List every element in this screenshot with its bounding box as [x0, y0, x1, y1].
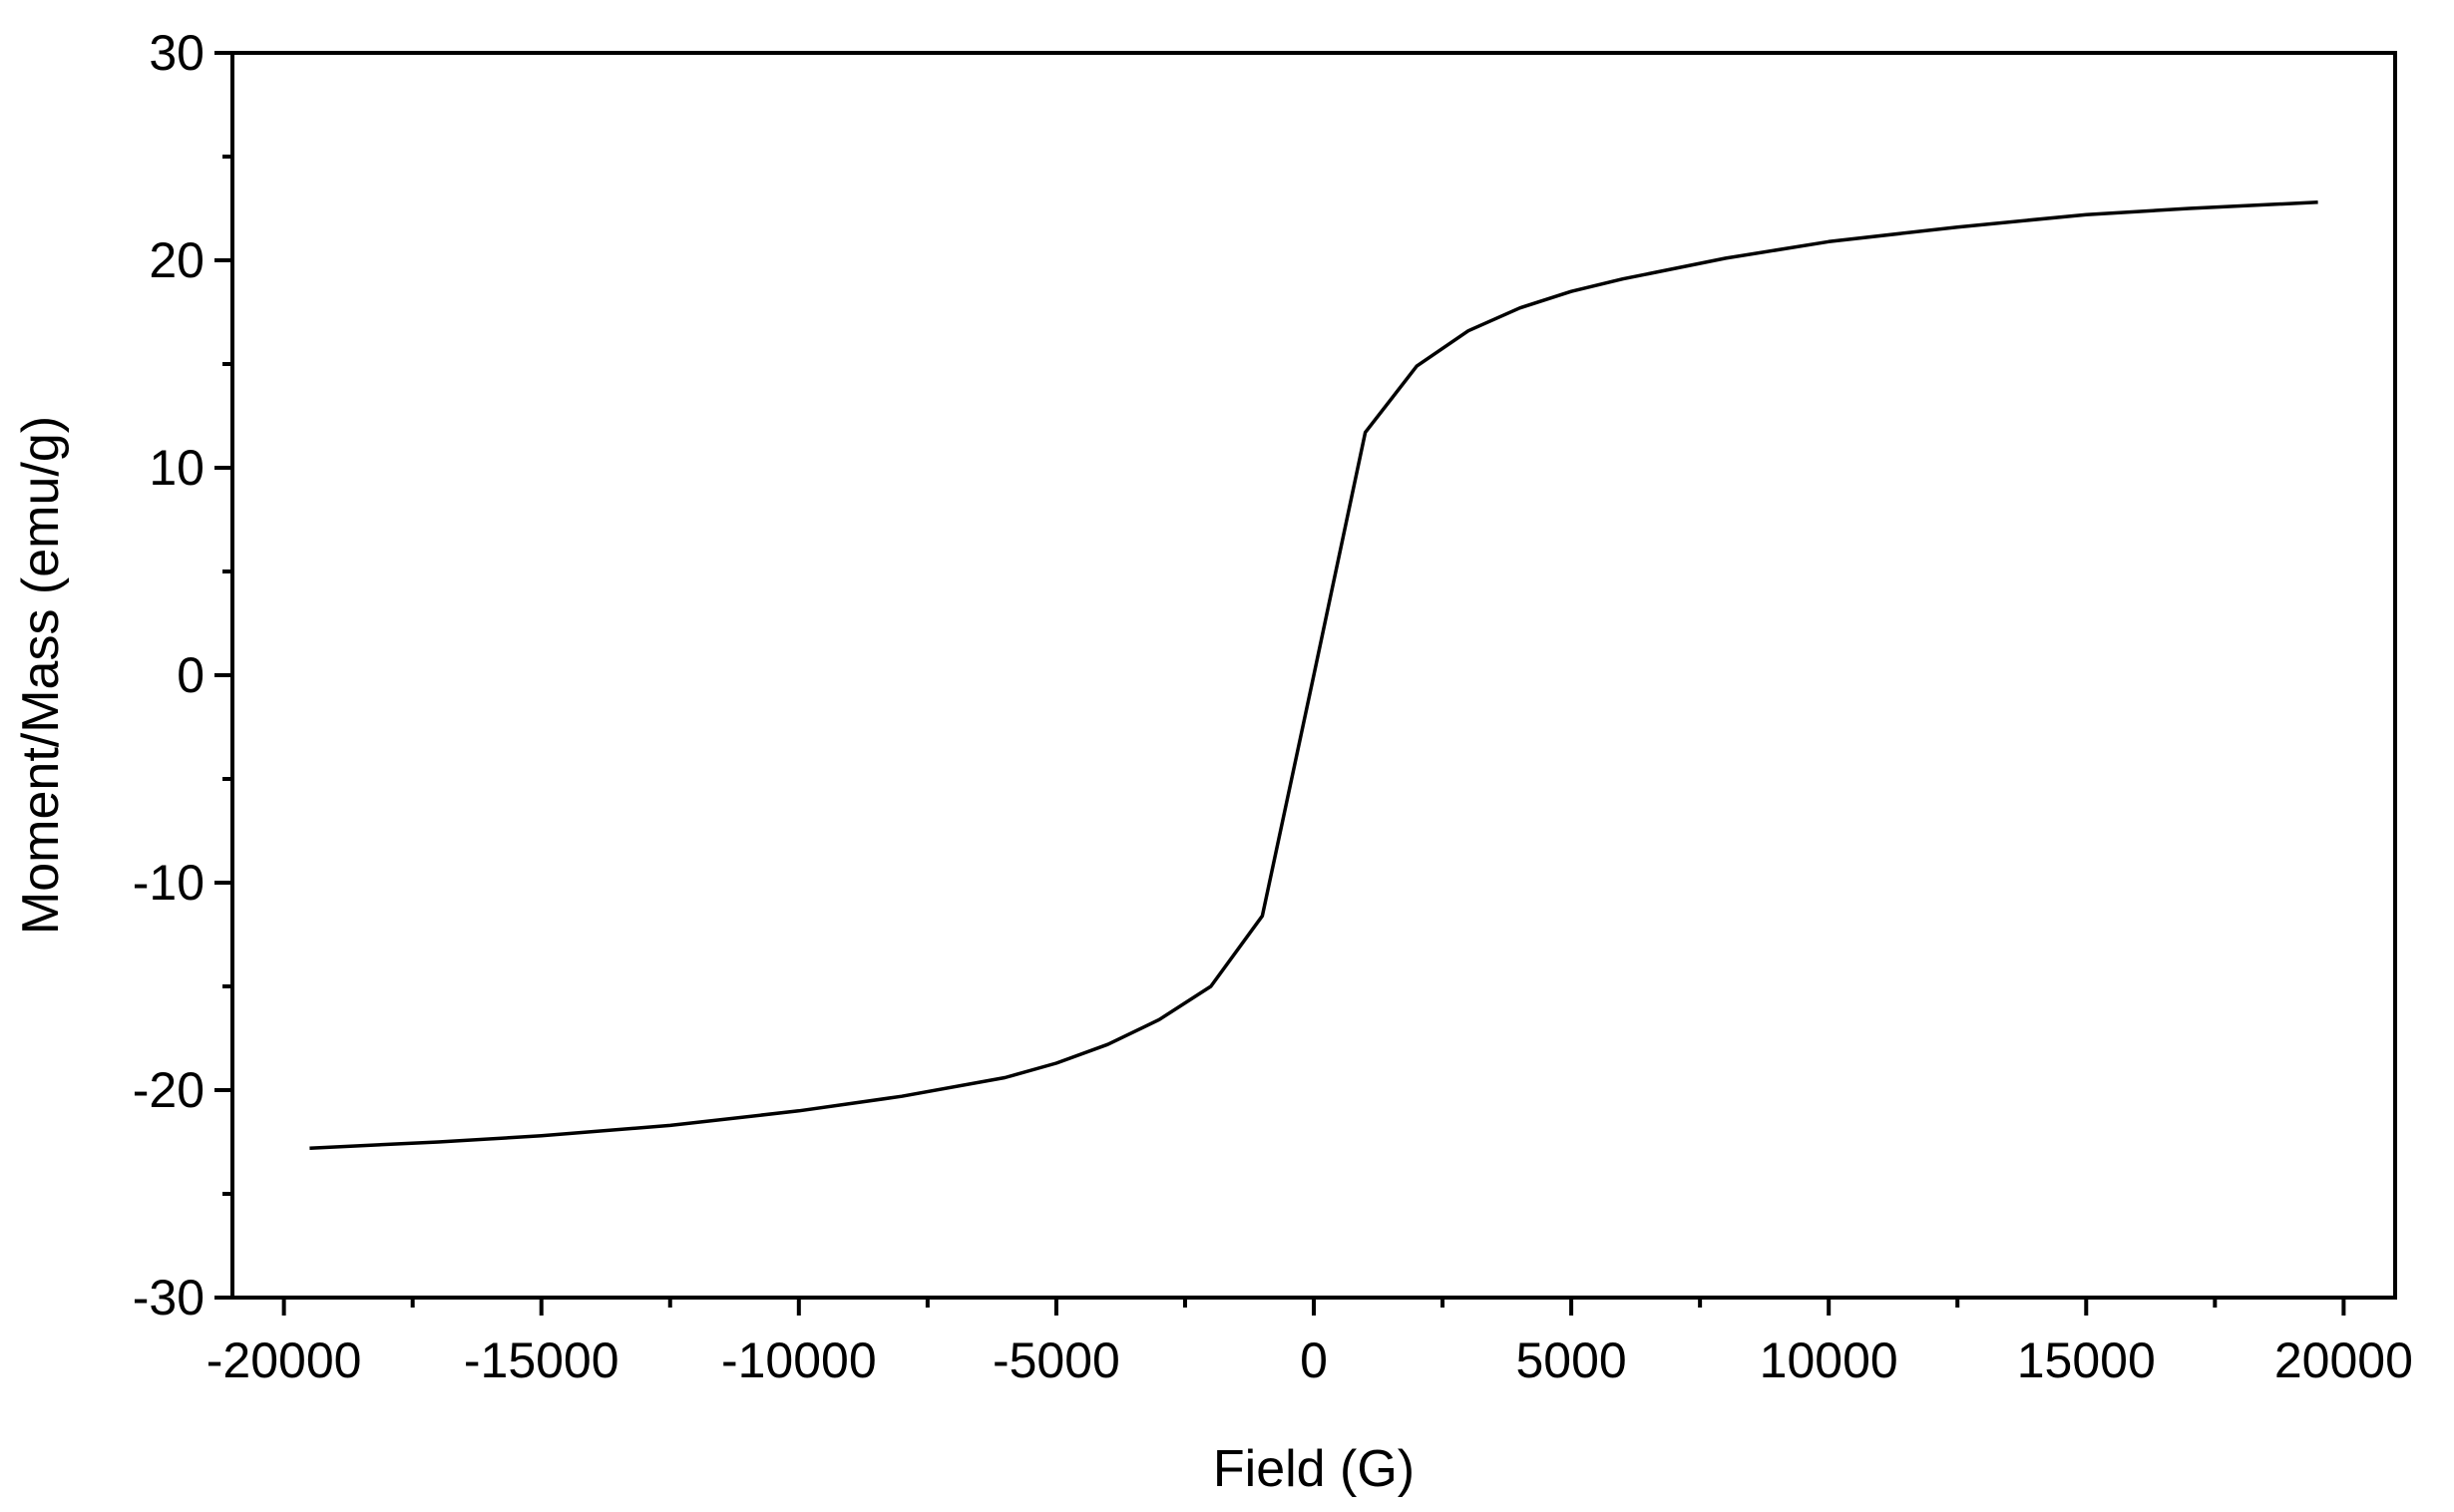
y-axis-title: Moment/Mass (emu/g)	[12, 416, 70, 935]
x-tick-label: 0	[1300, 1332, 1328, 1388]
x-axis-title: Field (G)	[1213, 1440, 1415, 1498]
y-tick-label: 30	[149, 25, 204, 81]
y-tick-label: -30	[133, 1270, 204, 1325]
y-tick-label: 0	[177, 647, 204, 703]
x-tick-label: 20000	[2274, 1332, 2413, 1388]
axis-ticks	[214, 51, 2346, 1316]
x-tick-label: 10000	[1760, 1332, 1898, 1388]
x-tick-label: -10000	[721, 1332, 877, 1388]
y-tick-label: 20	[149, 232, 204, 288]
y-tick-label: 10	[149, 440, 204, 496]
y-tick-label: -20	[133, 1062, 204, 1118]
axis-tick-labels: -20000 -15000 -10000 -5000 0 5000 10000 15000 20…	[133, 25, 2413, 1388]
x-tick-label: -15000	[464, 1332, 619, 1388]
x-tick-label: -20000	[206, 1332, 362, 1388]
x-tick-label: -5000	[993, 1332, 1120, 1388]
x-tick-label: 5000	[1515, 1332, 1626, 1388]
moment-mass-curve	[309, 200, 2318, 1150]
x-tick-label: 15000	[2017, 1332, 2156, 1388]
y-tick-label: -10	[133, 855, 204, 911]
